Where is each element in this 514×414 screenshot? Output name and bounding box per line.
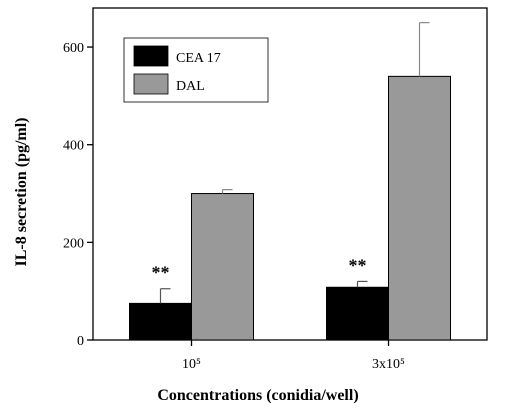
bar-cea-17: [129, 302, 192, 341]
legend-label: CEA 17: [176, 51, 221, 66]
bar-cea-17: [326, 286, 389, 341]
y-tick-label: 0: [77, 334, 84, 349]
plot-frame: [92, 7, 488, 341]
y-axis-title: IL-8 secretion (pg/ml): [13, 117, 30, 266]
legend-swatch: [133, 73, 169, 95]
legend-swatch: [133, 45, 169, 67]
x-tick-label: 3x10⁵: [372, 357, 405, 372]
x-tick-label: 10⁵: [182, 357, 201, 372]
x-axis-title: Concentrations (conidia/well): [157, 387, 358, 404]
legend-label: DAL: [176, 79, 205, 94]
bar-dal: [191, 193, 254, 341]
y-tick-label: 200: [63, 236, 84, 251]
significance-marker: **: [349, 255, 367, 275]
plot-area: 0 200 400 600 10⁵ 3x10⁵ ** ** CEA 17 DAL: [63, 7, 488, 372]
y-tick-label: 600: [63, 41, 84, 56]
significance-marker: **: [152, 263, 170, 283]
bar-dal: [388, 75, 451, 341]
y-tick-label: 400: [63, 139, 84, 154]
